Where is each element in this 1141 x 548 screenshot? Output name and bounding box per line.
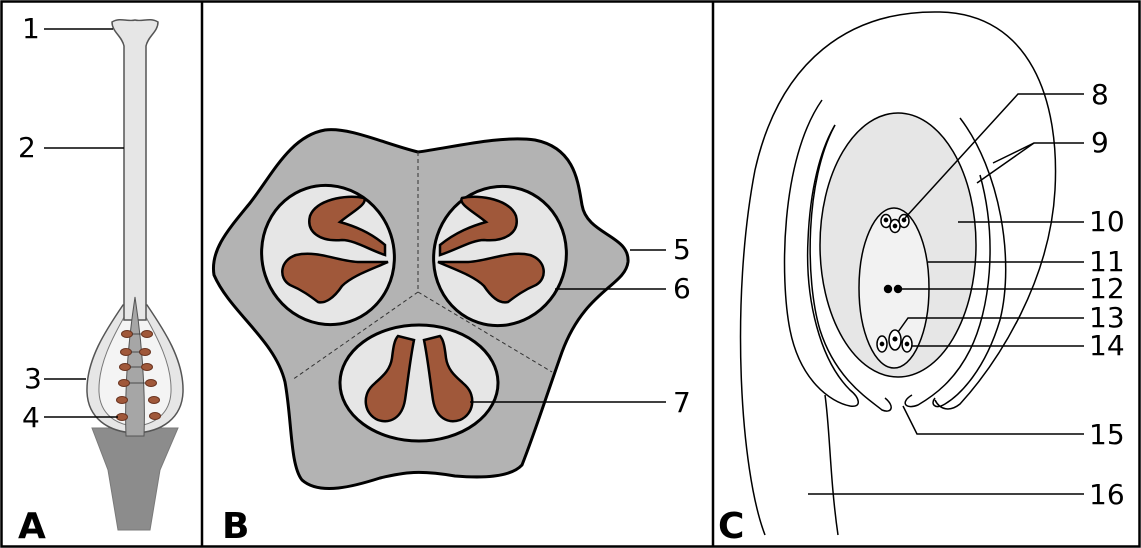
style <box>111 18 159 321</box>
label-16: 16 <box>1089 478 1125 511</box>
leader-15 <box>902 405 1084 435</box>
label-13: 13 <box>1089 301 1125 334</box>
septum-left <box>291 291 419 381</box>
locule-bottom <box>338 323 500 443</box>
leader-8 <box>904 93 1084 219</box>
ovule <box>149 412 161 420</box>
ovule <box>148 396 160 404</box>
funiculus-inner-line <box>824 394 839 536</box>
label-11: 11 <box>1089 245 1125 278</box>
leaders-c <box>808 93 1084 495</box>
outer-integument-outline <box>739 11 1057 536</box>
label-5: 5 <box>673 233 691 266</box>
ovule <box>116 413 128 421</box>
panel-c-ovule <box>739 11 1057 536</box>
panel-a-pistil: 1 2 3 4 A <box>18 12 184 547</box>
leader-13 <box>897 317 1084 333</box>
ovule <box>118 379 130 387</box>
ovule-right-lower <box>437 252 545 304</box>
ovule-left-lower <box>281 252 389 304</box>
ovule-right-upper <box>438 195 518 257</box>
ovule <box>139 348 151 356</box>
antipodal-cells <box>880 213 910 234</box>
ovule <box>121 330 133 338</box>
label-12: 12 <box>1089 272 1125 305</box>
label-14: 14 <box>1089 329 1125 362</box>
label-8: 8 <box>1091 78 1109 111</box>
ovule-bottom-left <box>364 334 416 423</box>
label-4: 4 <box>22 401 40 434</box>
ovule <box>116 396 128 404</box>
label-9: 9 <box>1091 126 1109 159</box>
panel-label-b: B <box>222 506 249 547</box>
ovule <box>141 330 153 338</box>
label-10: 10 <box>1089 205 1125 238</box>
label-15: 15 <box>1089 418 1125 451</box>
label-1: 1 <box>22 12 40 45</box>
egg-apparatus <box>876 329 913 353</box>
ovule <box>141 363 153 371</box>
ovule <box>145 379 157 387</box>
leader-9b <box>976 142 1035 184</box>
label-7: 7 <box>673 386 691 419</box>
ovule <box>120 348 132 356</box>
inner-integument-left <box>809 124 892 412</box>
panel-b-cross-section: 5 6 7 B <box>211 128 691 547</box>
inner-integument-right <box>904 174 991 408</box>
ovule <box>119 363 131 371</box>
ovules-a <box>116 330 161 421</box>
panel-label-c: C <box>718 506 744 547</box>
outer-integument-right <box>932 117 1007 408</box>
polar-nuclei <box>883 284 903 294</box>
septum-right <box>417 291 553 373</box>
label-3: 3 <box>24 362 42 395</box>
locule-left <box>260 183 396 327</box>
outer-integument-left <box>783 99 859 407</box>
panel-label-a: A <box>18 506 46 547</box>
receptacle <box>91 427 179 531</box>
label-2: 2 <box>18 131 36 164</box>
label-6: 6 <box>673 272 691 305</box>
ovule-left-upper <box>308 195 387 257</box>
